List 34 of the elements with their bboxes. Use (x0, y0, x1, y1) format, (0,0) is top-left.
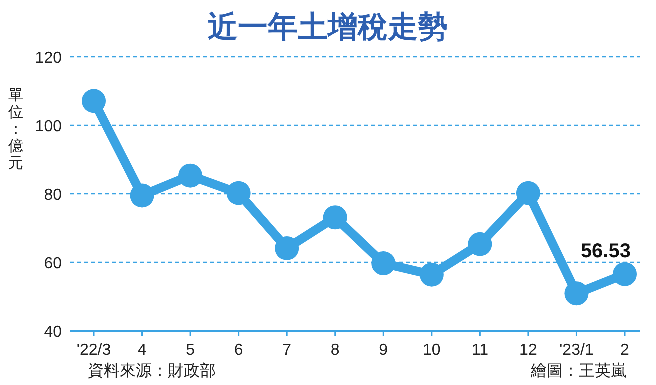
x-tick-label: 5 (186, 342, 196, 359)
point (516, 181, 540, 206)
x-tick-label: 4 (138, 342, 147, 359)
x-tick-label: 10 (423, 342, 441, 359)
x-tick-label: 9 (379, 342, 388, 359)
source-note: 資料來源：財政部 (88, 362, 216, 380)
y-tick-label: 40 (44, 324, 62, 341)
ylabel: 單位：億元 (8, 87, 24, 172)
y-tick-label: 60 (44, 256, 62, 272)
point (226, 181, 251, 206)
x-tick-label: 2 (620, 342, 630, 359)
y-tick-label: 120 (35, 50, 62, 67)
x-tick-label: 8 (330, 342, 340, 359)
x-tick-label: 12 (520, 342, 538, 359)
point (178, 164, 203, 188)
title: 近一年土增稅走勢 (208, 11, 448, 44)
x-tick-label: 7 (282, 342, 292, 359)
point (420, 262, 444, 287)
point (130, 184, 154, 208)
y-tick-label: 80 (44, 187, 62, 204)
point (613, 262, 637, 286)
x-tick-label: '22/3 (76, 342, 112, 359)
point (468, 232, 492, 256)
data-label: 56.53 (580, 240, 631, 262)
point (372, 252, 396, 276)
x-tick-label: 11 (472, 342, 489, 359)
point (564, 282, 589, 306)
point (323, 206, 348, 230)
y-tick-label: 100 (35, 118, 62, 136)
x-tick-label: 6 (234, 342, 244, 359)
x-tick-label: '23/1 (560, 342, 594, 359)
text: 繪圖：王英嵐 (530, 362, 627, 380)
point (275, 236, 300, 260)
point (82, 89, 106, 114)
